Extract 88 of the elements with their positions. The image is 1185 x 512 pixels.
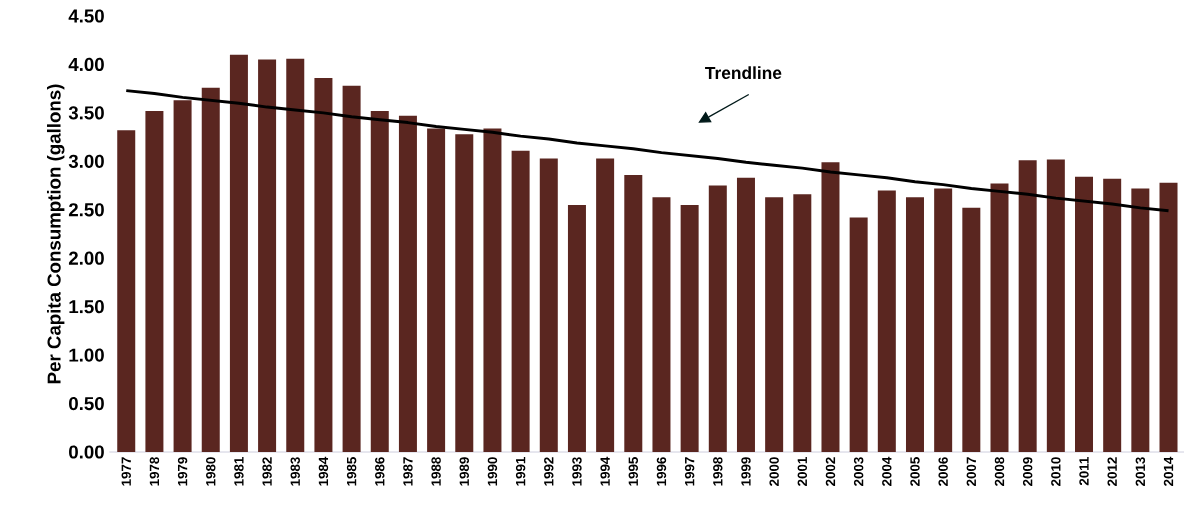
y-tick-label: 2.00 (68, 251, 104, 265)
bar (314, 78, 333, 452)
y-tick-label: 1.00 (69, 348, 104, 362)
bar (680, 204, 699, 452)
x-tick-label: 2003 (853, 457, 864, 486)
x-tick-label: 1993 (572, 457, 582, 486)
x-tick-label: 2013 (1135, 457, 1146, 486)
bar (145, 110, 164, 452)
bar (1103, 178, 1122, 452)
bar (624, 174, 643, 452)
x-tick-label: 1996 (656, 457, 667, 486)
x-tick-label: 1991 (515, 457, 526, 486)
bar (934, 188, 953, 452)
bar (567, 204, 586, 452)
bar (229, 54, 248, 452)
x-tick-label: 1981 (234, 457, 244, 486)
bar (342, 85, 361, 452)
x-tick-label: 2000 (769, 457, 779, 486)
y-tick-label: 4.50 (68, 9, 104, 23)
bar (117, 130, 136, 452)
bar (793, 194, 812, 452)
bar (370, 110, 389, 452)
y-tick-label: 2.50 (68, 203, 104, 217)
bar (596, 158, 615, 452)
x-tick-label: 2009 (1022, 457, 1033, 486)
x-tick-label: 1999 (741, 457, 751, 486)
x-tick-label: 1997 (684, 457, 695, 486)
x-tick-label: 1986 (375, 457, 385, 486)
bar (765, 197, 784, 452)
x-tick-label: 1979 (177, 457, 188, 486)
bar (905, 197, 924, 452)
x-tick-label: 1988 (431, 457, 441, 486)
x-tick-label: 1994 (600, 456, 610, 486)
bar (877, 190, 896, 452)
x-tick-label: 1978 (149, 457, 160, 486)
x-tick-label: 2001 (797, 457, 808, 486)
bar (258, 59, 277, 452)
bar (736, 177, 755, 452)
x-tick-label: 1980 (206, 457, 216, 486)
bar (1018, 160, 1037, 452)
y-tick-label: 0.00 (69, 445, 104, 459)
x-tick-label: 1984 (318, 456, 329, 486)
x-tick-label: 1977 (121, 457, 131, 486)
bar (821, 162, 840, 452)
x-tick-label: 1989 (459, 457, 469, 486)
y-tick-label: 4.00 (68, 57, 104, 72)
bar (427, 128, 446, 452)
bar (483, 128, 502, 452)
x-tick-label: 1992 (544, 457, 554, 486)
bar (398, 115, 417, 452)
bar (1046, 159, 1065, 452)
x-tick-label: 2002 (825, 457, 836, 486)
bar (455, 134, 474, 452)
x-tick-label: 2007 (966, 457, 977, 486)
y-axis-title: Per Capita Consumption (gallons) (46, 84, 65, 384)
y-tick-label: 3.50 (68, 106, 104, 120)
y-tick-label: 0.50 (69, 396, 104, 411)
bar (962, 207, 981, 452)
bar (201, 87, 220, 452)
x-tick-label: 1987 (403, 457, 413, 486)
x-tick-label: 2011 (1079, 457, 1089, 486)
x-tick-label: 1998 (713, 457, 723, 486)
annotation: Trendline (705, 66, 782, 80)
bar (990, 183, 1009, 452)
bar (1131, 188, 1150, 452)
x-tick-label: 1983 (290, 457, 300, 486)
bar (173, 100, 192, 452)
bar (286, 58, 305, 452)
x-tick-label: 2004 (882, 456, 892, 486)
x-tick-label: 1985 (346, 457, 357, 486)
bar (1075, 176, 1093, 452)
y-tick-label: 3.00 (68, 154, 104, 168)
x-tick-label: 2010 (1051, 457, 1061, 486)
y-tick-label: 1.50 (69, 300, 104, 314)
bar (539, 158, 558, 452)
bar (511, 150, 530, 452)
x-tick-label: 1982 (262, 457, 272, 486)
x-tick-label: 2014 (1163, 456, 1174, 486)
bar (1159, 182, 1178, 452)
x-tick-label: 2012 (1107, 457, 1117, 486)
bar (708, 185, 727, 452)
x-tick-label: 2005 (910, 457, 920, 486)
bar (652, 197, 671, 452)
x-tick-label: 2006 (938, 457, 948, 486)
x-tick-label: 1990 (487, 457, 498, 486)
x-tick-label: 1995 (628, 457, 639, 486)
bar (849, 217, 868, 452)
x-tick-label: 2008 (994, 457, 1005, 486)
